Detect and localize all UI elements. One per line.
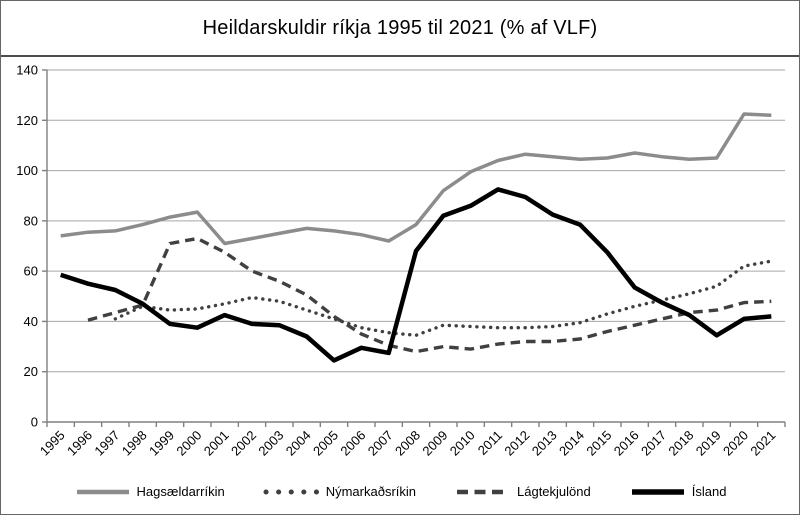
svg-text:2010: 2010 xyxy=(447,428,478,459)
svg-text:2006: 2006 xyxy=(337,428,368,459)
svg-text:80: 80 xyxy=(24,213,38,228)
plot-area: 0 20 40 60 80 100 120 140 1995 1996 1997 1998 1999 20… xyxy=(1,57,799,469)
legend-label: Ísland xyxy=(691,484,727,499)
legend-label: Lágtekjulönd xyxy=(517,484,591,499)
svg-text:2004: 2004 xyxy=(283,428,314,459)
svg-text:2005: 2005 xyxy=(310,428,341,459)
svg-text:2019: 2019 xyxy=(693,428,724,459)
legend-item-nymarkadsrikin: Nýmarkaðsríkin xyxy=(263,484,416,499)
svg-text:60: 60 xyxy=(24,264,38,279)
svg-text:40: 40 xyxy=(24,314,38,329)
title-band: Heildarskuldir ríkja 1995 til 2021 (% af… xyxy=(1,1,799,57)
svg-text:2001: 2001 xyxy=(201,428,232,459)
svg-text:140: 140 xyxy=(16,63,38,78)
svg-text:2020: 2020 xyxy=(720,428,751,459)
svg-text:2018: 2018 xyxy=(665,428,696,459)
legend-label: Nýmarkaðsríkin xyxy=(325,484,416,499)
legend-item-lagtekjulond: Lágtekjulönd xyxy=(454,484,591,499)
chart-legend: Hagsældarríkin Nýmarkaðsríkin Lágtekjulö… xyxy=(1,469,799,514)
svg-text:1999: 1999 xyxy=(146,428,177,459)
svg-text:2016: 2016 xyxy=(611,428,642,459)
dashed-line-icon xyxy=(457,489,509,494)
svg-text:100: 100 xyxy=(16,163,38,178)
dotted-line-icon xyxy=(263,489,321,494)
svg-text:2014: 2014 xyxy=(556,428,587,459)
svg-text:1997: 1997 xyxy=(91,428,122,459)
svg-text:2015: 2015 xyxy=(583,428,614,459)
legend-item-island: Ísland xyxy=(629,484,727,499)
svg-text:2021: 2021 xyxy=(747,428,778,459)
svg-text:2017: 2017 xyxy=(638,428,669,459)
black-line-icon xyxy=(631,488,684,495)
svg-text:20: 20 xyxy=(24,364,38,379)
svg-text:2003: 2003 xyxy=(255,428,286,459)
svg-text:2008: 2008 xyxy=(392,428,423,459)
svg-text:2002: 2002 xyxy=(228,428,259,459)
svg-text:2009: 2009 xyxy=(419,428,450,459)
svg-text:120: 120 xyxy=(16,113,38,128)
svg-text:1996: 1996 xyxy=(64,428,95,459)
gray-line-icon xyxy=(76,489,129,494)
svg-text:2007: 2007 xyxy=(365,428,396,459)
svg-text:2011: 2011 xyxy=(475,428,505,458)
legend-label: Hagsældarríkin xyxy=(136,484,225,499)
legend-item-hagsaeldarrikin: Hagsældarríkin xyxy=(74,484,225,499)
chart-title: Heildarskuldir ríkja 1995 til 2021 (% af… xyxy=(202,16,598,39)
svg-text:1995: 1995 xyxy=(37,428,68,459)
svg-text:2013: 2013 xyxy=(529,428,560,459)
line-chart: 0204060801001201401995199619971998199920… xyxy=(16,63,786,459)
svg-text:1998: 1998 xyxy=(119,428,150,459)
svg-text:2000: 2000 xyxy=(173,428,204,459)
svg-text:2012: 2012 xyxy=(501,428,532,459)
svg-text:0: 0 xyxy=(31,415,38,430)
